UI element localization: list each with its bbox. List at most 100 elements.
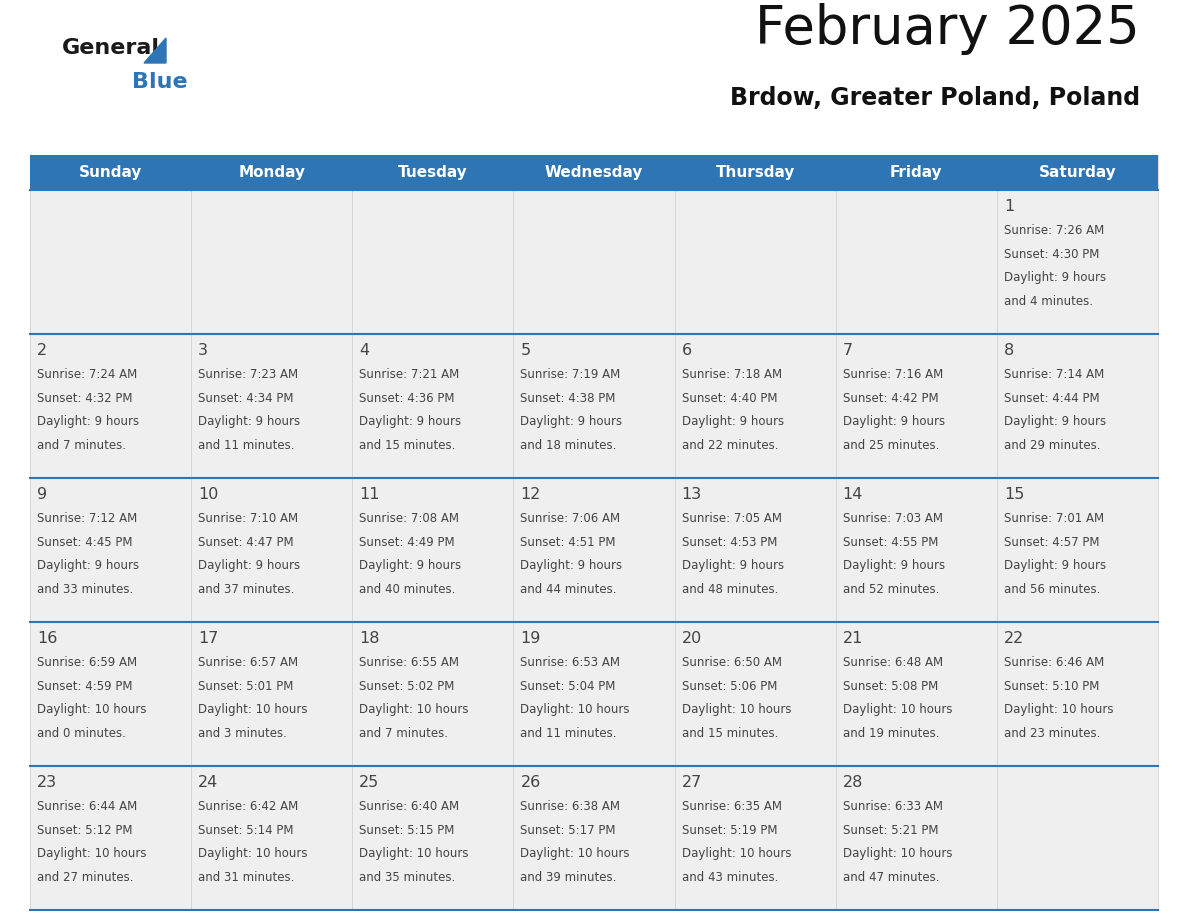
Text: 11: 11 [359,487,380,502]
Bar [191,334,353,478]
Text: Sunset: 4:59 PM: Sunset: 4:59 PM [37,679,133,692]
Text: Daylight: 10 hours: Daylight: 10 hours [198,703,308,716]
Text: 21: 21 [842,631,864,646]
Text: Sunrise: 6:35 AM: Sunrise: 6:35 AM [682,800,782,813]
Text: Sunrise: 6:57 AM: Sunrise: 6:57 AM [198,656,298,669]
Text: 24: 24 [198,775,219,790]
Text: Sunset: 5:14 PM: Sunset: 5:14 PM [198,823,293,836]
Text: Daylight: 10 hours: Daylight: 10 hours [682,847,791,860]
Text: Sunset: 4:38 PM: Sunset: 4:38 PM [520,392,615,405]
Text: Sunset: 4:42 PM: Sunset: 4:42 PM [842,392,939,405]
Text: Sunset: 5:21 PM: Sunset: 5:21 PM [842,823,939,836]
Text: 8: 8 [1004,343,1015,358]
Text: Sunrise: 7:06 AM: Sunrise: 7:06 AM [520,512,620,525]
Bar [513,334,675,478]
Text: Daylight: 9 hours: Daylight: 9 hours [842,559,944,572]
Text: Wednesday: Wednesday [545,165,643,180]
Text: Daylight: 9 hours: Daylight: 9 hours [37,559,139,572]
Text: Daylight: 9 hours: Daylight: 9 hours [359,415,461,428]
Bar [997,622,1158,766]
Bar [997,190,1158,334]
Bar [30,622,191,766]
Text: and 25 minutes.: and 25 minutes. [842,439,939,452]
Bar [675,478,835,622]
Text: Daylight: 9 hours: Daylight: 9 hours [520,415,623,428]
Text: and 3 minutes.: and 3 minutes. [198,727,287,740]
Text: 4: 4 [359,343,369,358]
Text: 5: 5 [520,343,531,358]
Bar [191,622,353,766]
Text: Sunrise: 7:23 AM: Sunrise: 7:23 AM [198,368,298,381]
Text: and 33 minutes.: and 33 minutes. [37,583,133,596]
Text: Sunrise: 7:21 AM: Sunrise: 7:21 AM [359,368,460,381]
Text: and 0 minutes.: and 0 minutes. [37,727,126,740]
Text: Sunset: 4:30 PM: Sunset: 4:30 PM [1004,248,1099,261]
Text: Sunrise: 7:16 AM: Sunrise: 7:16 AM [842,368,943,381]
Text: Daylight: 10 hours: Daylight: 10 hours [842,847,953,860]
Text: and 19 minutes.: and 19 minutes. [842,727,940,740]
Bar [30,190,191,334]
Text: Monday: Monday [239,165,305,180]
Bar [513,622,675,766]
Text: Sunrise: 6:40 AM: Sunrise: 6:40 AM [359,800,460,813]
Text: 26: 26 [520,775,541,790]
Text: Sunset: 4:53 PM: Sunset: 4:53 PM [682,535,777,549]
Text: and 27 minutes.: and 27 minutes. [37,870,133,884]
Text: Daylight: 10 hours: Daylight: 10 hours [682,703,791,716]
Text: and 11 minutes.: and 11 minutes. [520,727,617,740]
Text: and 18 minutes.: and 18 minutes. [520,439,617,452]
Text: Sunrise: 7:26 AM: Sunrise: 7:26 AM [1004,224,1104,237]
Text: Daylight: 10 hours: Daylight: 10 hours [359,847,469,860]
Bar [513,478,675,622]
Bar [675,190,835,334]
Bar [675,334,835,478]
Text: Sunset: 5:19 PM: Sunset: 5:19 PM [682,823,777,836]
Text: Sunrise: 7:14 AM: Sunrise: 7:14 AM [1004,368,1104,381]
Text: Sunrise: 6:38 AM: Sunrise: 6:38 AM [520,800,620,813]
Text: and 22 minutes.: and 22 minutes. [682,439,778,452]
Bar [353,478,513,622]
Text: and 15 minutes.: and 15 minutes. [682,727,778,740]
Text: Sunday: Sunday [78,165,143,180]
Text: 16: 16 [37,631,57,646]
Text: 15: 15 [1004,487,1024,502]
Text: Brdow, Greater Poland, Poland: Brdow, Greater Poland, Poland [729,86,1140,110]
Bar [675,155,835,190]
Text: Daylight: 9 hours: Daylight: 9 hours [198,559,301,572]
Text: and 29 minutes.: and 29 minutes. [1004,439,1100,452]
Text: Daylight: 10 hours: Daylight: 10 hours [520,847,630,860]
Text: and 44 minutes.: and 44 minutes. [520,583,617,596]
Text: Sunrise: 7:10 AM: Sunrise: 7:10 AM [198,512,298,525]
Text: Daylight: 9 hours: Daylight: 9 hours [198,415,301,428]
Text: Sunrise: 6:53 AM: Sunrise: 6:53 AM [520,656,620,669]
Text: Sunset: 5:15 PM: Sunset: 5:15 PM [359,823,455,836]
Text: and 37 minutes.: and 37 minutes. [198,583,295,596]
Bar [997,155,1158,190]
Text: 14: 14 [842,487,864,502]
Bar [353,190,513,334]
Text: Sunrise: 6:55 AM: Sunrise: 6:55 AM [359,656,460,669]
Text: Sunset: 4:49 PM: Sunset: 4:49 PM [359,535,455,549]
Text: Sunrise: 7:03 AM: Sunrise: 7:03 AM [842,512,943,525]
Text: Saturday: Saturday [1038,165,1117,180]
Text: 17: 17 [198,631,219,646]
Text: Daylight: 10 hours: Daylight: 10 hours [37,847,146,860]
Bar [353,334,513,478]
Text: 22: 22 [1004,631,1024,646]
Text: 2: 2 [37,343,48,358]
Text: and 56 minutes.: and 56 minutes. [1004,583,1100,596]
Bar [997,478,1158,622]
Text: and 7 minutes.: and 7 minutes. [359,727,448,740]
Text: Daylight: 9 hours: Daylight: 9 hours [842,415,944,428]
Bar [835,334,997,478]
Bar [513,766,675,910]
Text: and 43 minutes.: and 43 minutes. [682,870,778,884]
Bar [191,190,353,334]
Bar [835,190,997,334]
Text: Sunset: 4:55 PM: Sunset: 4:55 PM [842,535,939,549]
Text: 28: 28 [842,775,864,790]
Bar [191,478,353,622]
Text: Sunrise: 7:12 AM: Sunrise: 7:12 AM [37,512,138,525]
Text: Sunrise: 6:46 AM: Sunrise: 6:46 AM [1004,656,1104,669]
Bar [997,334,1158,478]
